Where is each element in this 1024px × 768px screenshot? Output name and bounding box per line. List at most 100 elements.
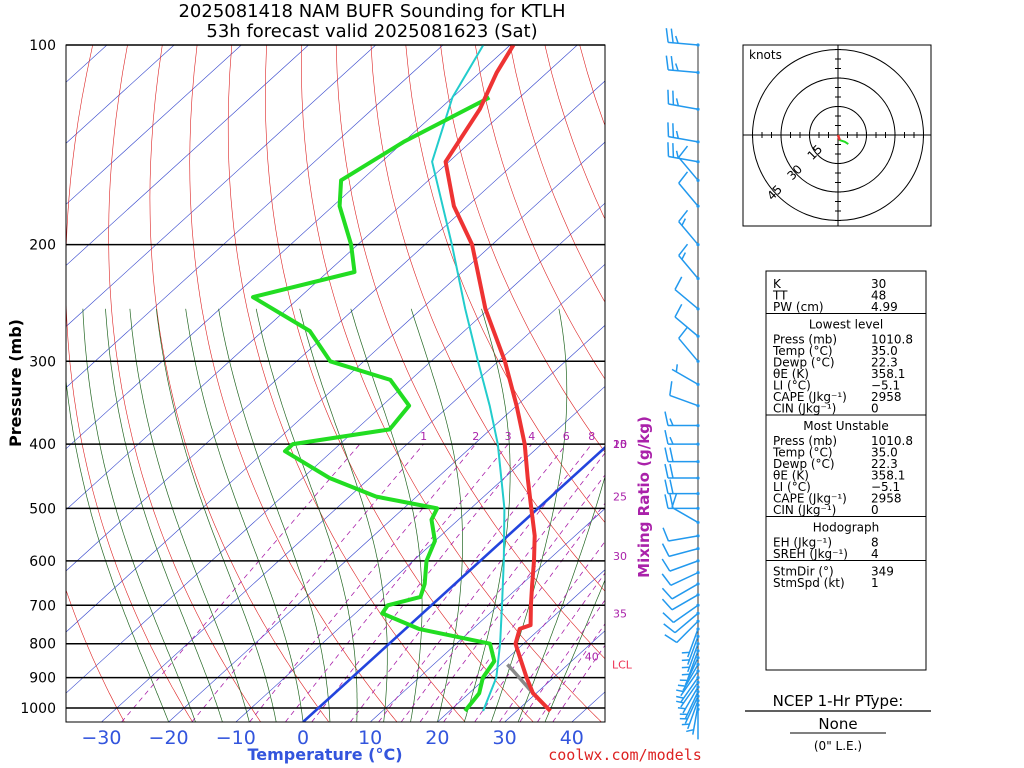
chart-title-line1: 2025081418 NAM BUFR Sounding for KTLH (178, 1, 565, 22)
wind-barb-half-feather (674, 63, 679, 71)
wind-barb (664, 494, 700, 510)
wind-barb-full-feather (667, 89, 670, 105)
index-section-title: Hodograph (813, 521, 879, 535)
wind-barb-full-feather (670, 55, 674, 71)
wind-barb-full-feather (661, 573, 672, 586)
mixing-ratio-line (378, 443, 593, 722)
index-value: −5.1 (871, 480, 900, 494)
wind-barb-half-feather (669, 418, 674, 426)
wind-barb-full-feather (672, 123, 675, 138)
mixing-ratio-axis-label: Mixing Ratio (g/kg) (635, 416, 653, 578)
dry-adiabat-line (440, 45, 605, 453)
moist-adiabat-line (82, 308, 196, 722)
index-label: SREH (Jkg⁻¹) (773, 547, 848, 561)
wind-barb (665, 55, 700, 75)
wind-barb-staff (668, 535, 699, 542)
index-label: θE (K) (773, 367, 809, 381)
wind-barb-full-feather (661, 598, 673, 611)
mixing-ratio-line (419, 474, 605, 722)
wind-barb-full-feather (669, 447, 674, 462)
dry-adiabat-line (108, 45, 261, 722)
index-section-title: Lowest level (809, 318, 883, 332)
wind-barb (669, 381, 700, 408)
wind-barb-full-feather (678, 145, 689, 158)
moist-adiabat-line (544, 579, 605, 722)
index-value: 358.1 (871, 469, 905, 483)
wind-barb (681, 627, 700, 658)
ptype-value: None (818, 715, 857, 733)
wind-barb (676, 680, 700, 708)
wind-barb (681, 634, 700, 665)
index-label: Dewp (°C) (773, 457, 835, 471)
wind-barb (679, 690, 700, 720)
wind-barb-full-feather (662, 612, 674, 624)
mixing-ratio-tick-label: 4 (528, 430, 535, 443)
pressure-tick-label: 800 (29, 637, 56, 653)
dry-adiabat-lines (66, 45, 1024, 722)
moist-adiabat-line (218, 308, 331, 722)
wind-barb (664, 447, 700, 464)
wind-barb (661, 543, 700, 558)
mixing-ratio-tick-label: 6 (563, 430, 570, 443)
pressure-tick-label: 1000 (20, 701, 56, 717)
wind-barb-column (661, 28, 700, 740)
wind-barb-half-feather (676, 689, 684, 693)
mixing-ratio-line (443, 502, 605, 722)
moist-adiabat-line (350, 308, 423, 722)
wind-barb (678, 171, 700, 208)
wind-barb (681, 649, 700, 680)
wind-barb-full-feather (669, 494, 674, 509)
temperature-tick-label: −30 (81, 727, 121, 749)
pressure-tick-label: 300 (29, 354, 56, 370)
mixing-ratio-tick-label: 10 (613, 438, 627, 451)
index-value: 1010.8 (871, 434, 913, 448)
wind-barb-half-feather (675, 150, 680, 159)
wind-barb-full-feather (664, 634, 678, 644)
index-value: 0 (871, 402, 879, 416)
wind-barb (662, 527, 700, 542)
temperature-tick-label: 40 (560, 727, 584, 749)
wind-barb (674, 276, 700, 311)
moist-adiabat-line (490, 308, 568, 722)
index-value: 22.3 (871, 457, 898, 471)
mixing-ratio-line (519, 599, 605, 722)
moist-adiabat-lines (66, 308, 605, 722)
temperature-tick-label: 10 (358, 727, 382, 749)
wind-barb-full-feather (672, 143, 675, 158)
dry-adiabat-line (370, 45, 605, 592)
mixing-ratio-tick-label: 1 (420, 430, 427, 443)
temperature-tick-labels: −30 −20 −10 0 10 20 30 40 (81, 727, 584, 749)
index-label: Dewp (°C) (773, 356, 835, 370)
pressure-tick-labels: 100 200 300 400 500 600 700 800 900 1000 (20, 38, 56, 717)
wind-barb-half-feather (675, 364, 678, 372)
temperature-profile-line (443, 45, 552, 713)
index-label: K (773, 277, 782, 291)
dry-adiabat-line (962, 45, 1024, 722)
dry-adiabat-line (475, 45, 605, 380)
index-label: TT (772, 289, 788, 303)
wind-barb-staff (674, 612, 699, 634)
mixing-ratio-line (285, 443, 509, 722)
isotherm-line (370, 508, 605, 722)
isotherm-line (66, 45, 444, 389)
mixing-ratio-line (191, 443, 424, 722)
wind-barb (681, 699, 700, 730)
dry-adiabat-line (264, 45, 534, 722)
isotherm-line (66, 45, 309, 266)
index-value: 35.0 (871, 344, 898, 358)
index-label: LI (°C) (773, 480, 811, 494)
dry-adiabat-line (300, 45, 602, 722)
index-label: CIN (Jkg⁻¹) (773, 402, 836, 416)
wind-barb (677, 685, 700, 714)
wind-barb (681, 642, 700, 673)
index-label: Press (mb) (773, 333, 837, 347)
isotherm-line (66, 202, 605, 694)
index-value: 8 (871, 536, 879, 550)
isotherm-line (66, 45, 578, 511)
temperature-tick-label: −10 (216, 727, 256, 749)
lcl-label: LCL (612, 659, 633, 672)
hodograph-trace-lowlevel (836, 134, 841, 141)
